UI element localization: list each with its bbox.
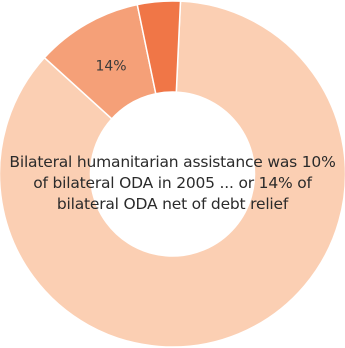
center-caption: Bilateral humanitarian assistance was 10… bbox=[4, 152, 341, 215]
center-caption-line-2: of bilateral ODA in 2005 ... or 14% of bbox=[33, 174, 312, 192]
center-caption-line-1: Bilateral humanitarian assistance was 10… bbox=[9, 153, 336, 171]
slice-labels: 14% bbox=[95, 58, 126, 74]
donut-slice-3 bbox=[136, 0, 182, 95]
center-caption-line-3: bilateral ODA net of debt relief bbox=[56, 195, 289, 213]
slice-label-2: 14% bbox=[95, 58, 126, 74]
